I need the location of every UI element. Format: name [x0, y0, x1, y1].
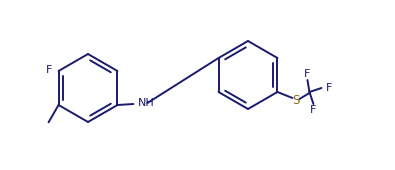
Text: F: F: [46, 65, 53, 75]
Text: NH: NH: [137, 98, 154, 108]
Text: F: F: [304, 69, 310, 79]
Text: F: F: [310, 105, 317, 115]
Text: F: F: [326, 83, 333, 93]
Text: S: S: [292, 94, 299, 106]
